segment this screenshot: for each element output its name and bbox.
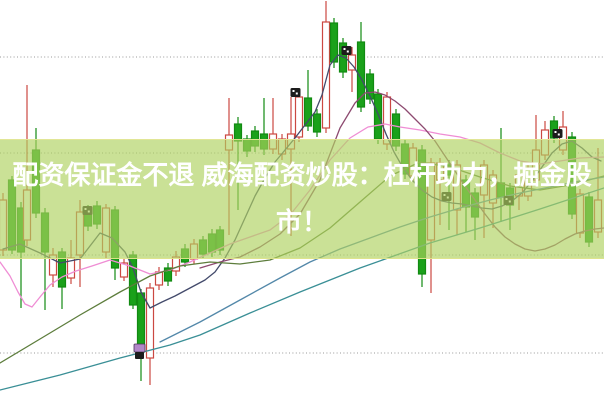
candle-down [365,73,375,100]
ad-banner-text-line1: 配资保证金不退 威海配资炒股：杠杆助力，掘金股 [12,160,592,190]
candle-up [294,96,304,138]
candle-down [163,267,173,282]
candle-down [373,93,383,140]
candle-down [329,22,339,63]
marker-black-flag [135,352,144,359]
candle-up [119,262,129,278]
candle-down [356,41,366,108]
marker-purple-flag [133,343,146,353]
marker-dot [295,92,298,95]
marker-dot [292,90,295,92]
candle-up [145,287,155,359]
marker-dot [557,133,560,136]
marker-black-flag [290,88,301,97]
ad-banner-overlay: 配资保证金不退 威海配资炒股：杠杆助力，掘金股 市！ [0,139,604,259]
marker-black-flag [552,129,563,138]
candle-up [321,21,331,129]
ad-banner-text-line2: 市！ [275,207,328,237]
candle-down [303,97,313,127]
marker-dot [554,131,557,133]
marker-dot [346,50,349,53]
candle-up [347,54,357,71]
marker-dot [343,48,346,50]
marker-black-flag [341,46,352,55]
candle-down [136,292,146,353]
candle-down [312,113,322,133]
